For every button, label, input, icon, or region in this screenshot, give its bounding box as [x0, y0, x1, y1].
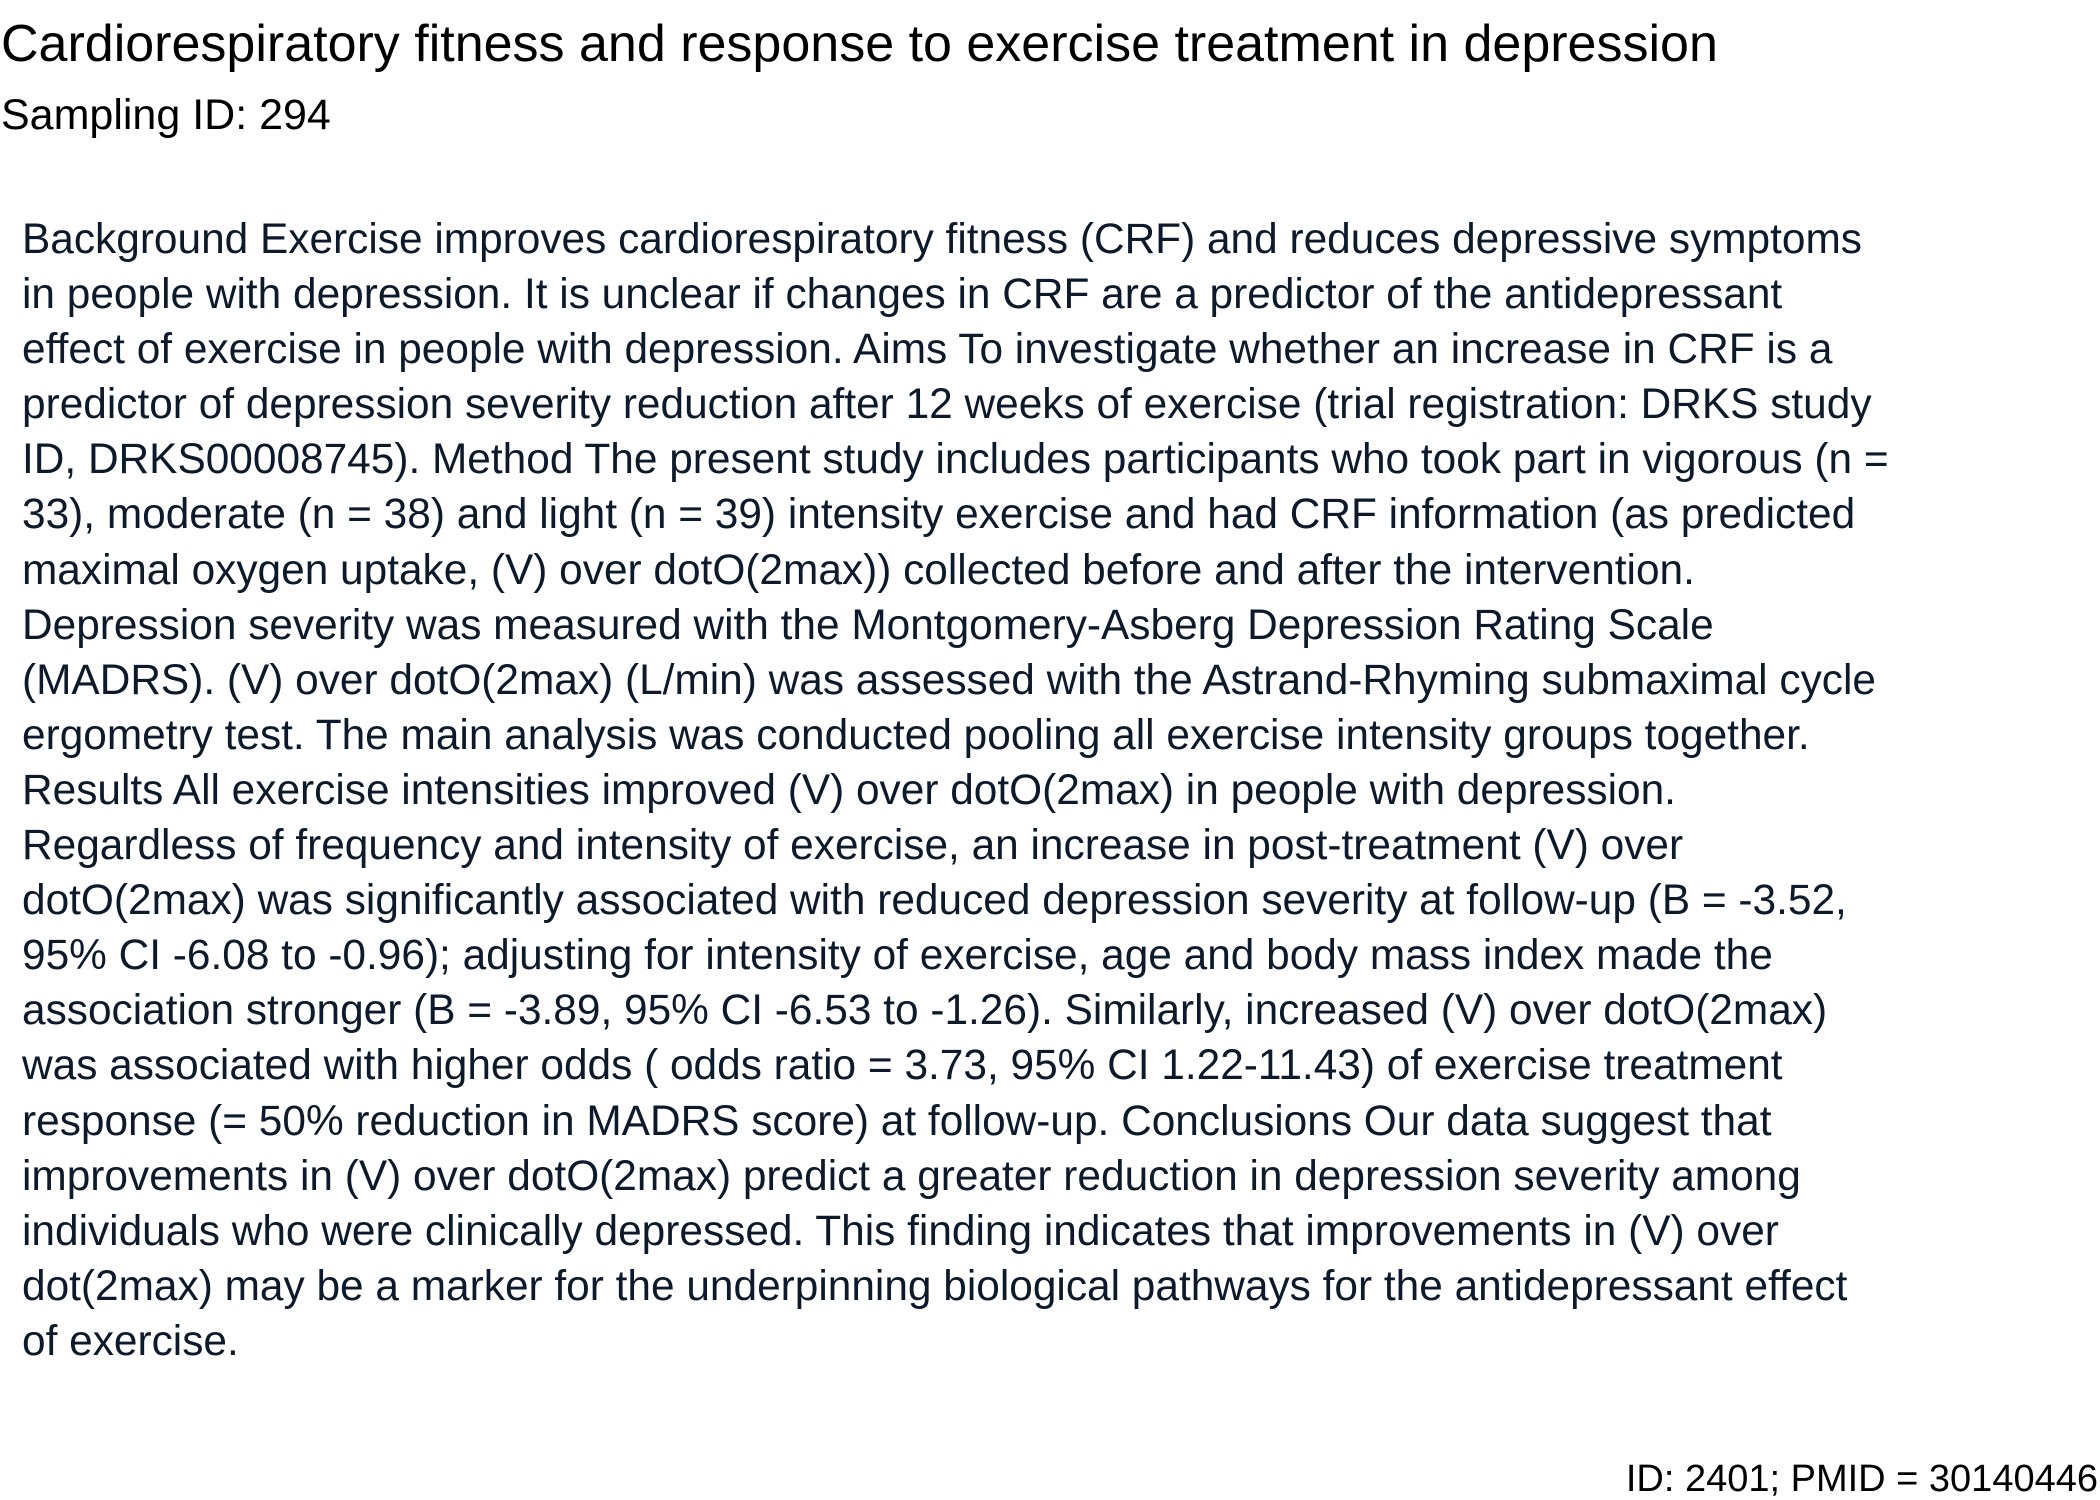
abstract-line: Depression severity was measured with th… — [22, 600, 1714, 648]
abstract-line: individuals who were clinically depresse… — [22, 1206, 1779, 1254]
abstract-line: ID, DRKS00008745). Method The present st… — [22, 435, 1889, 483]
abstract-line: Background Exercise improves cardiorespi… — [22, 215, 1862, 262]
abstract-line: ergometry test. The main analysis was co… — [22, 710, 1810, 758]
abstract-line: 33), moderate (n = 38) and light (n = 39… — [22, 490, 1856, 538]
abstract-line: in people with depression. It is unclear… — [22, 270, 1783, 318]
abstract-text: Background Exercise improves cardiorespi… — [22, 211, 2100, 1368]
abstract-line: of exercise. — [22, 1316, 239, 1364]
abstract-line: was associated with higher odds ( odds r… — [22, 1041, 1783, 1089]
sampling-id: Sampling ID: 294 — [1, 91, 331, 139]
abstract-line: association stronger (B = -3.89, 95% CI … — [22, 986, 1828, 1034]
abstract-line: 95% CI -6.08 to -0.96); adjusting for in… — [22, 931, 1773, 979]
abstract-line: dotO(2max) was significantly associated … — [22, 876, 1847, 924]
abstract-line: effect of exercise in people with depres… — [22, 325, 1833, 373]
abstract-line: Regardless of frequency and intensity of… — [22, 821, 1684, 869]
document-title: Cardiorespiratory fitness and response t… — [1, 15, 1718, 73]
abstract-line: dot(2max) may be a marker for the underp… — [22, 1261, 1848, 1309]
footer-id: ID: 2401; PMID = 30140446 — [1625, 1458, 2098, 1500]
abstract-line: improvements in (V) over dotO(2max) pred… — [22, 1151, 1801, 1199]
abstract-line: (MADRS). (V) over dotO(2max) (L/min) was… — [22, 655, 1876, 703]
abstract-line: maximal oxygen uptake, (V) over dotO(2ma… — [22, 545, 1695, 593]
abstract-line: response (= 50% reduction in MADRS score… — [22, 1096, 1772, 1144]
abstract-line: Results All exercise intensities improve… — [22, 765, 1676, 813]
abstract-line: predictor of depression severity reducti… — [22, 380, 1872, 428]
